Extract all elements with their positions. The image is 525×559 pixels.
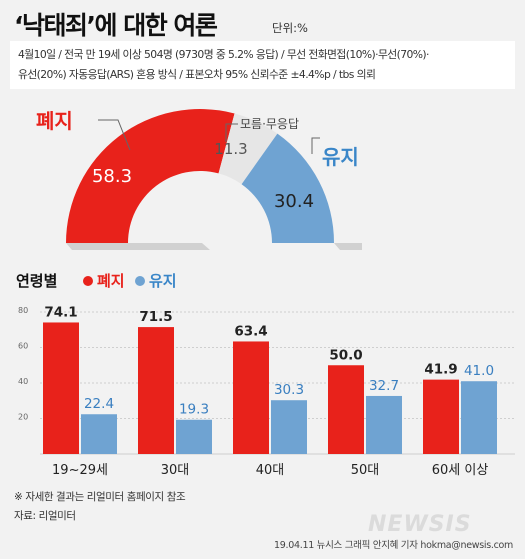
- category-label: 19~29세: [52, 463, 108, 478]
- unknown-label: 모름·무응답: [240, 117, 299, 131]
- keep-leader-line: [311, 137, 320, 154]
- donut-slice-abolish: [66, 108, 235, 243]
- legend-keep-swatch: [135, 276, 145, 286]
- donut-slice-unknown: [218, 113, 278, 185]
- survey-line-1: 4월10일 / 전국 만 19세 이상 504명 (9730명 중 5.2% 응…: [18, 48, 429, 61]
- survey-line-2: 유선(20%) 자동응답(ARS) 혼용 방식 / 표본오차 95% 신뢰수준 …: [18, 68, 376, 81]
- category-label: 50대: [351, 463, 380, 478]
- bar-value-label: 63.4: [234, 323, 267, 339]
- bar-value-label: 41.9: [424, 362, 457, 378]
- age-bar-chart: 연령별 폐지 유지 20 40 60 80 74.1 22.4 19~29세 71.5 19.…: [16, 272, 515, 478]
- survey-info-box: 4월10일 / 전국 만 19세 이상 504명 (9730명 중 5.2% 응…: [10, 41, 515, 89]
- bar-keep: [81, 414, 117, 454]
- bar-abolish: [43, 322, 79, 454]
- bar-value-label: 50.0: [329, 347, 362, 363]
- unknown-leader-line: [225, 123, 238, 142]
- bar-abolish: [423, 379, 459, 454]
- unknown-value: 11.3: [214, 140, 247, 158]
- bar-value-label: 30.3: [274, 382, 304, 398]
- bar-value-label: 19.3: [179, 402, 209, 418]
- unit-label: 단위:%: [272, 21, 308, 35]
- bar-value-label: 41.0: [464, 363, 494, 379]
- bar-abolish: [233, 341, 269, 454]
- abolish-value: 58.3: [92, 166, 132, 187]
- donut-base-left: [66, 243, 210, 250]
- legend: 폐지 유지: [83, 272, 177, 290]
- y-tick-label: 60: [18, 342, 28, 351]
- bar-value-label: 32.7: [369, 378, 399, 394]
- donut-slice-keep: [241, 133, 334, 243]
- source-note: 자료: 리얼미터: [14, 510, 76, 522]
- legend-keep-label: 유지: [149, 272, 177, 290]
- detail-note: ※ 자세한 결과는 리얼미터 홈페이지 참조: [14, 491, 186, 503]
- y-tick-label: 80: [18, 306, 28, 315]
- y-tick-label: 20: [18, 413, 28, 422]
- newsis-watermark: NEWSIS: [368, 512, 472, 537]
- footer-credit: 19.04.11 뉴시스 그래픽 안지혜 기자 hokma@newsis.com: [274, 540, 513, 551]
- category-label: 40대: [256, 463, 285, 478]
- bar-value-label: 22.4: [84, 396, 114, 412]
- bar-value-label: 74.1: [44, 304, 77, 320]
- page-title: ‘낙태죄’에 대한 여론: [14, 11, 218, 40]
- bar-keep: [176, 419, 212, 454]
- category-label: 60세 이상: [432, 463, 489, 478]
- abolish-label: 폐지: [36, 109, 73, 133]
- bar-keep: [271, 400, 307, 454]
- y-tick-label: 40: [18, 377, 28, 386]
- legend-abolish-swatch: [83, 276, 93, 286]
- donut-base-right: [334, 243, 362, 250]
- bar-keep: [461, 381, 497, 454]
- keep-value: 30.4: [274, 191, 314, 212]
- bar-value-label: 71.5: [139, 309, 172, 325]
- category-label: 30대: [161, 463, 190, 478]
- opinion-half-donut-chart: 폐지 58.3 모름·무응답 11.3 유지 30.4: [36, 108, 362, 250]
- keep-label: 유지: [322, 145, 359, 169]
- bar-abolish: [138, 327, 174, 454]
- bar-abolish: [328, 365, 364, 454]
- abolish-leader-line: [98, 119, 131, 151]
- legend-abolish-label: 폐지: [97, 272, 125, 290]
- bar-keep: [366, 395, 402, 454]
- bar-chart-title: 연령별: [16, 272, 57, 290]
